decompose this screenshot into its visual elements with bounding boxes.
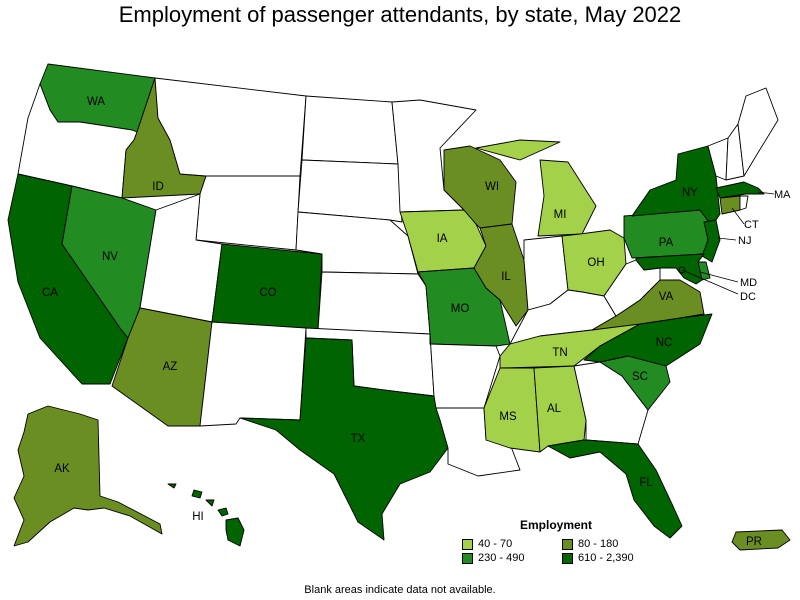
legend: Employment 40 - 70 80 - 180 230 - 490 61… (462, 518, 642, 564)
legend-title: Employment (520, 518, 593, 532)
label-va: VA (659, 291, 674, 303)
state-nm[interactable] (199, 321, 307, 427)
label-nc: NC (656, 337, 673, 349)
state-mt[interactable] (154, 77, 307, 177)
state-ct[interactable] (719, 195, 741, 215)
state-pr[interactable] (731, 529, 791, 551)
leader-ct (731, 207, 745, 225)
label-ak: AK (54, 463, 70, 475)
label-pr: PR (746, 536, 762, 548)
label-id: ID (152, 181, 164, 193)
label-az: AZ (163, 361, 178, 373)
state-nj[interactable] (701, 219, 721, 263)
legend-item-40-70: 40 - 70 (462, 538, 562, 550)
label-wi: WI (485, 181, 499, 193)
state-ks[interactable] (317, 271, 431, 335)
state-me[interactable] (737, 87, 779, 177)
label-al: AL (547, 403, 562, 415)
label-ia: IA (437, 233, 448, 245)
label-ma: MA (774, 189, 791, 201)
state-il[interactable] (473, 223, 529, 327)
legend-label: 230 - 490 (478, 552, 525, 564)
label-sc: SC (632, 371, 648, 383)
label-il: IL (501, 271, 511, 283)
legend-label: 610 - 2,390 (578, 552, 634, 564)
label-fl: FL (639, 477, 653, 489)
legend-swatch (462, 552, 473, 564)
legend-swatch (562, 552, 573, 564)
label-wa: WA (87, 96, 105, 108)
label-hi: HI (192, 511, 204, 523)
leader-md (699, 271, 739, 283)
label-nj: NJ (738, 235, 751, 247)
footnote: Blank areas indicate data not available. (304, 584, 496, 596)
label-pa: PA (659, 237, 674, 249)
label-dc: DC (740, 291, 756, 303)
state-pa[interactable] (623, 209, 713, 259)
legend-item-230-490: 230 - 490 (462, 552, 562, 564)
state-hi[interactable] (167, 483, 245, 547)
state-nd[interactable] (301, 95, 399, 165)
label-mo: MO (451, 303, 470, 315)
state-ri[interactable] (739, 195, 749, 211)
label-nv: NV (102, 251, 118, 263)
label-tx: TX (351, 433, 366, 445)
state-sd[interactable] (297, 159, 403, 223)
legend-item-80-180: 80 - 180 (562, 538, 662, 550)
label-tn: TN (552, 347, 567, 359)
state-fl[interactable] (547, 439, 683, 539)
label-ny: NY (682, 187, 698, 199)
state-wy[interactable] (195, 175, 301, 251)
label-md: MD (740, 277, 757, 289)
label-ca: CA (42, 287, 58, 299)
label-ms: MS (499, 411, 517, 423)
leader-dc (681, 269, 739, 295)
label-oh: OH (587, 257, 604, 269)
legend-label: 40 - 70 (478, 538, 513, 550)
label-ct: CT (744, 219, 759, 231)
legend-swatch (562, 538, 573, 550)
state-md[interactable] (635, 253, 705, 285)
leader-ma (757, 191, 775, 195)
state-tx[interactable] (239, 337, 449, 541)
leader-nj (717, 237, 737, 241)
state-ak[interactable] (13, 405, 163, 547)
legend-label: 80 - 180 (578, 538, 619, 550)
label-co: CO (259, 287, 276, 299)
map-title: Employment of passenger attendants, by s… (118, 2, 682, 27)
legend-item-610-2390: 610 - 2,390 (562, 552, 662, 564)
label-mi: MI (554, 209, 567, 221)
legend-swatch (462, 538, 473, 550)
